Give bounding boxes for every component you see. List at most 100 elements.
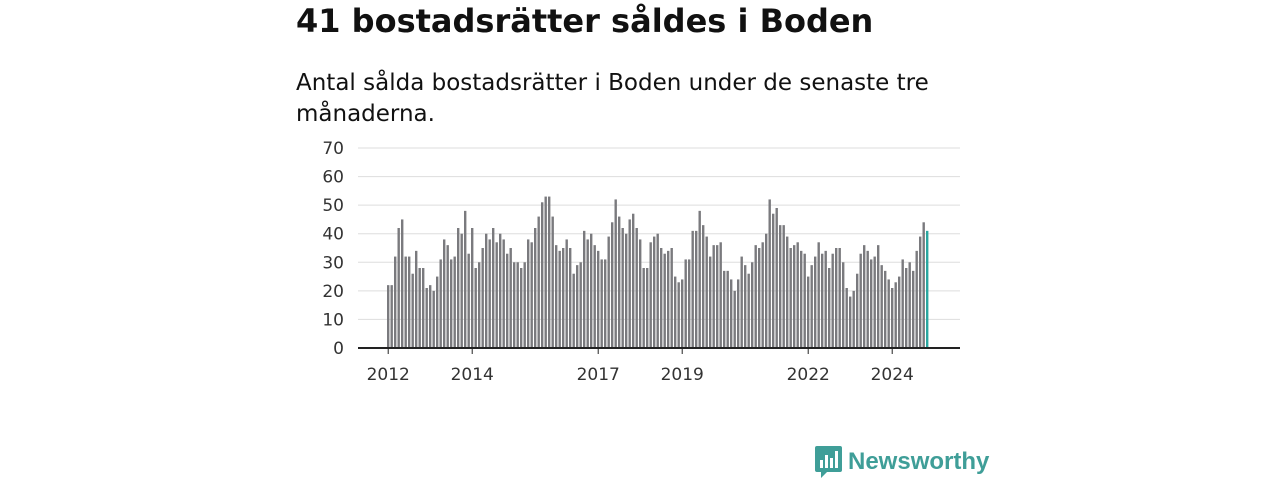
bar: [667, 250, 670, 348]
bar: [828, 268, 831, 348]
bar: [464, 210, 467, 348]
bar: [877, 245, 880, 348]
y-tick-label: 60: [322, 168, 344, 188]
y-tick-label: 10: [322, 310, 344, 330]
bar: [639, 239, 642, 348]
bar: [397, 228, 400, 348]
bar: [635, 228, 638, 348]
bar: [600, 259, 603, 348]
x-tick-label: 2022: [787, 365, 830, 385]
x-axis-labels: 2012 2014 2017 2019 2022 2024: [367, 348, 914, 385]
bar: [884, 270, 887, 348]
bar: [915, 250, 918, 348]
bar: [443, 239, 446, 348]
bar: [712, 245, 715, 348]
bar: [719, 242, 722, 348]
bar: [614, 199, 617, 348]
bar: [768, 199, 771, 348]
bar: [758, 248, 761, 348]
bar: [870, 259, 873, 348]
bar: [572, 273, 575, 348]
bar: [646, 268, 649, 348]
bar: [527, 239, 530, 348]
bar: [492, 228, 495, 348]
bar: [544, 196, 547, 348]
bar: [506, 253, 509, 348]
bar: [751, 262, 754, 348]
bar: [579, 262, 582, 348]
y-tick-label: 0: [333, 339, 344, 359]
bar: [394, 256, 397, 348]
bar: [565, 239, 568, 348]
newsworthy-brand[interactable]: Newsworthy: [815, 446, 989, 478]
bar: [670, 248, 673, 348]
bar: [887, 279, 890, 348]
bar: [737, 279, 740, 348]
bar: [660, 248, 663, 348]
bar: [796, 242, 799, 348]
bar: [425, 288, 428, 348]
bar: [873, 256, 876, 348]
x-tick-label: 2014: [451, 365, 494, 385]
bar: [404, 256, 407, 348]
bar: [411, 273, 414, 348]
y-axis-labels: 0 10 20 30 40 50 60 70: [322, 139, 344, 359]
bar: [754, 245, 757, 348]
bar: [415, 250, 418, 348]
bar: [390, 285, 393, 348]
bar: [439, 259, 442, 348]
bar: [436, 276, 439, 348]
bar: [632, 213, 635, 348]
bar: [817, 242, 820, 348]
brand-name: Newsworthy: [848, 448, 990, 475]
bar: [478, 262, 481, 348]
bar: [898, 276, 901, 348]
headline: 41 bostadsrätter såldes i Boden: [296, 2, 874, 40]
bar: [863, 245, 866, 348]
bar: [593, 245, 596, 348]
bar: [387, 285, 390, 348]
bar: [824, 250, 827, 348]
bar: [905, 268, 908, 348]
bar: [569, 248, 572, 348]
bar: [471, 228, 474, 348]
bar: [534, 228, 537, 348]
bar: [509, 248, 512, 348]
bar: [845, 288, 848, 348]
bar: [576, 265, 579, 348]
bar: [705, 236, 708, 348]
bar: [814, 256, 817, 348]
bar: [663, 253, 666, 348]
bar: [422, 268, 425, 348]
bar: [765, 233, 768, 348]
bar: [551, 216, 554, 348]
bar: [541, 202, 544, 348]
bar: [740, 256, 743, 348]
bar: [695, 230, 698, 348]
bar: [856, 273, 859, 348]
bar: [502, 239, 505, 348]
data-label-last: 41: [919, 0, 942, 5]
newsworthy-logo-icon: [815, 446, 842, 478]
bar: [590, 233, 593, 348]
x-tick-label: 2017: [577, 365, 620, 385]
bar: [912, 270, 915, 348]
bar: [520, 268, 523, 348]
bar: [730, 279, 733, 348]
x-tick-label: 2024: [871, 365, 914, 385]
bar: [513, 262, 516, 348]
bar: [838, 248, 841, 348]
bar: [562, 248, 565, 348]
bar: [628, 219, 631, 348]
bar: [625, 233, 628, 348]
bar: [709, 256, 712, 348]
bar: [810, 265, 813, 348]
bar: [786, 236, 789, 348]
bar: [807, 276, 810, 348]
bar: [793, 245, 796, 348]
bar: [688, 259, 691, 348]
bar: [691, 230, 694, 348]
bar: [516, 262, 519, 348]
bar: [558, 250, 561, 348]
bar: [779, 225, 782, 348]
